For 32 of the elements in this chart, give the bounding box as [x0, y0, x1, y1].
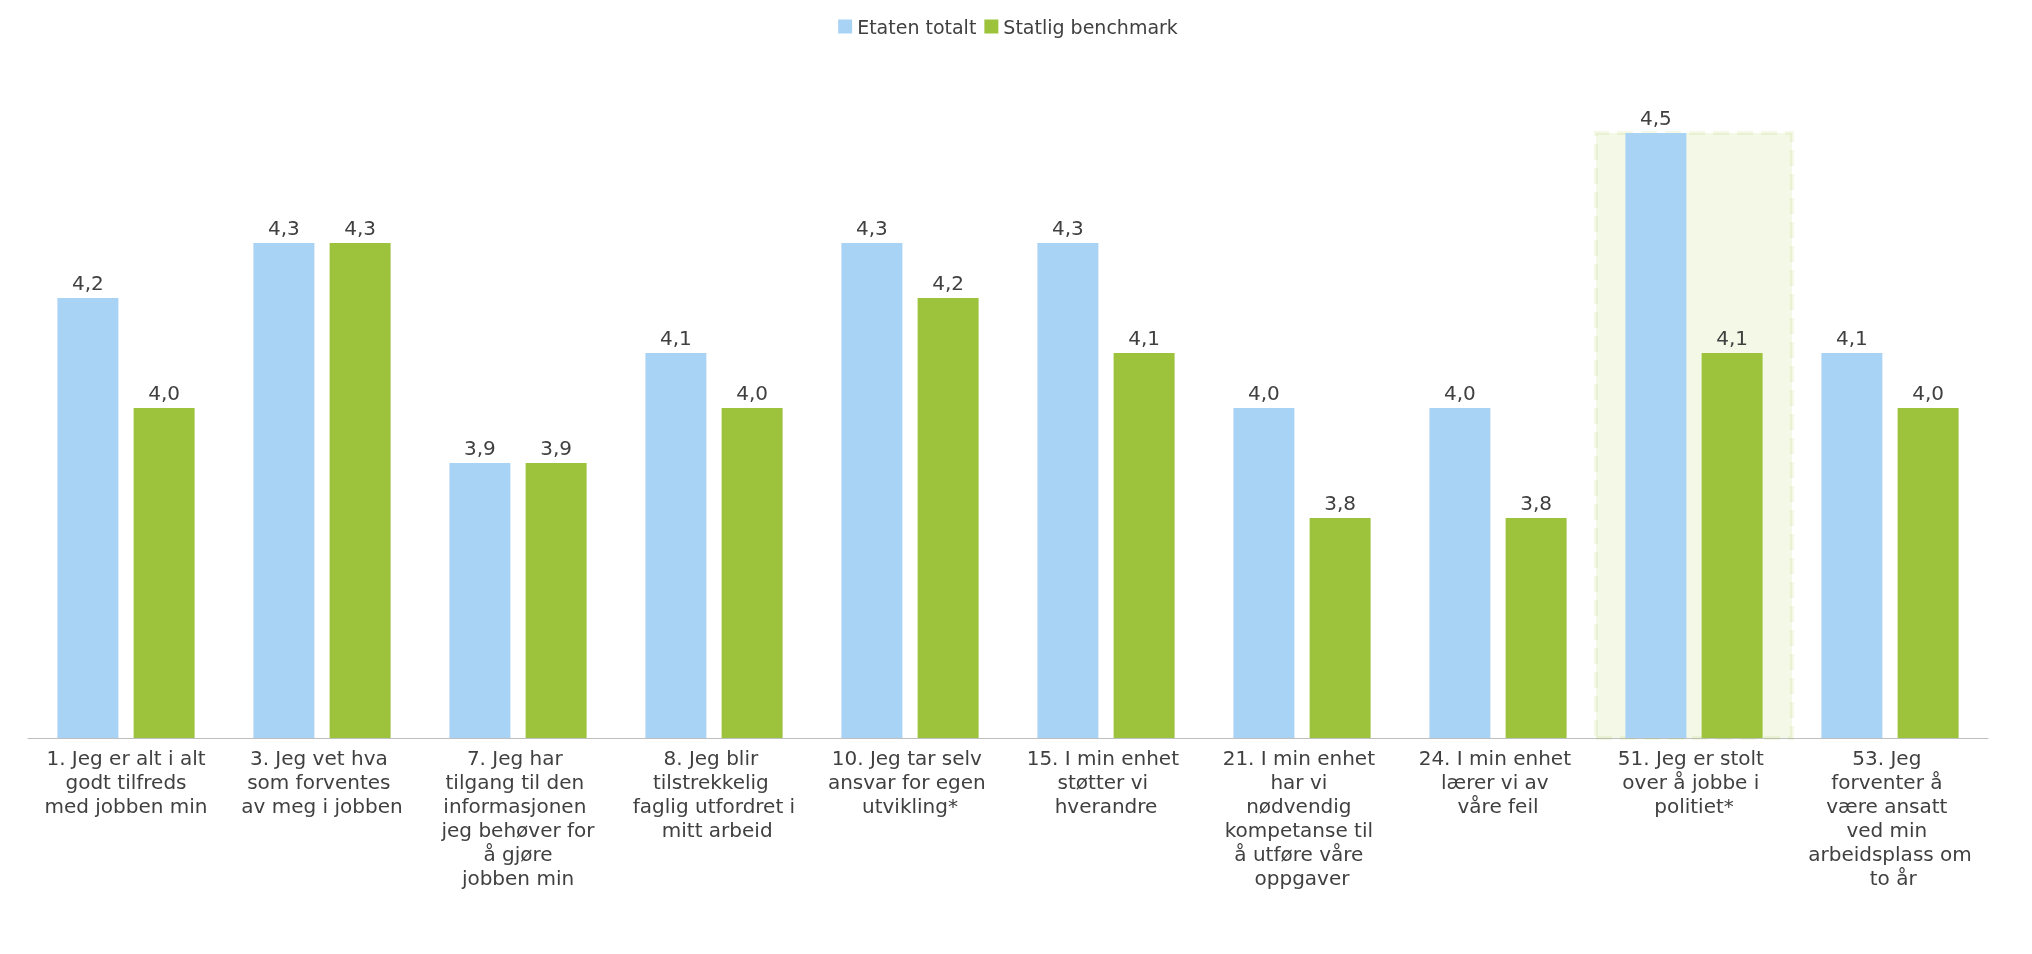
- x-tick-label: 7. Jeg har tilgang til den informasjonen jeg behøver for å gjøre jobben min: [440, 746, 596, 890]
- data-label: 4,5: [1639, 106, 1672, 130]
- data-label: 4,2: [932, 271, 965, 295]
- x-tick-label: 15. I min enhet støtter vi hverandre: [1026, 746, 1186, 818]
- data-label: 4,1: [1716, 326, 1749, 350]
- data-label: 4,1: [659, 326, 692, 350]
- x-tick-label: 53. Jeg forventer å være ansatt ved min arbeidsplass om to år: [1808, 746, 1972, 890]
- data-label: 4,0: [148, 381, 181, 405]
- x-tick-label: 1. Jeg er alt i alt godt tilfreds med jobben min: [44, 746, 208, 818]
- x-tick-label: 8. Jeg blir tilstrekkelig faglig utfordret i mitt arbeid: [632, 746, 796, 842]
- data-label: 4,2: [71, 271, 104, 295]
- x-tick-label: 21. I min enhet har vi nødvendig kompetanse til å utføre våre oppgaver: [1222, 746, 1382, 890]
- data-label: 3,8: [1520, 491, 1553, 515]
- data-label: 4,3: [344, 216, 377, 240]
- data-label: 3,9: [463, 436, 496, 460]
- data-label: 4,1: [1835, 326, 1868, 350]
- data-label: 4,0: [1247, 381, 1280, 405]
- data-label: 4,1: [1128, 326, 1161, 350]
- x-tick-label: 10. Jeg tar selv ansvar for egen utvikling*: [827, 746, 993, 818]
- x-tick-label: 51. Jeg er stolt over å jobbe i politiet*: [1617, 746, 1771, 818]
- data-label: 4,3: [267, 216, 300, 240]
- data-label: 3,9: [540, 436, 573, 460]
- legend-label: Statlig benchmark: [1003, 15, 1178, 38]
- data-label: 4,0: [1443, 381, 1476, 405]
- x-tick-label: 24. I min enhet lærer vi av våre feil: [1418, 746, 1578, 818]
- data-label: 4,0: [736, 381, 769, 405]
- data-label: 4,0: [1912, 381, 1945, 405]
- data-label: 4,3: [1051, 216, 1084, 240]
- data-label: 4,3: [855, 216, 888, 240]
- x-tick-label: 3. Jeg vet hva som forventes av meg i jobben: [241, 746, 403, 818]
- legend-label: Etaten totalt: [857, 15, 977, 38]
- data-label: 3,8: [1324, 491, 1357, 515]
